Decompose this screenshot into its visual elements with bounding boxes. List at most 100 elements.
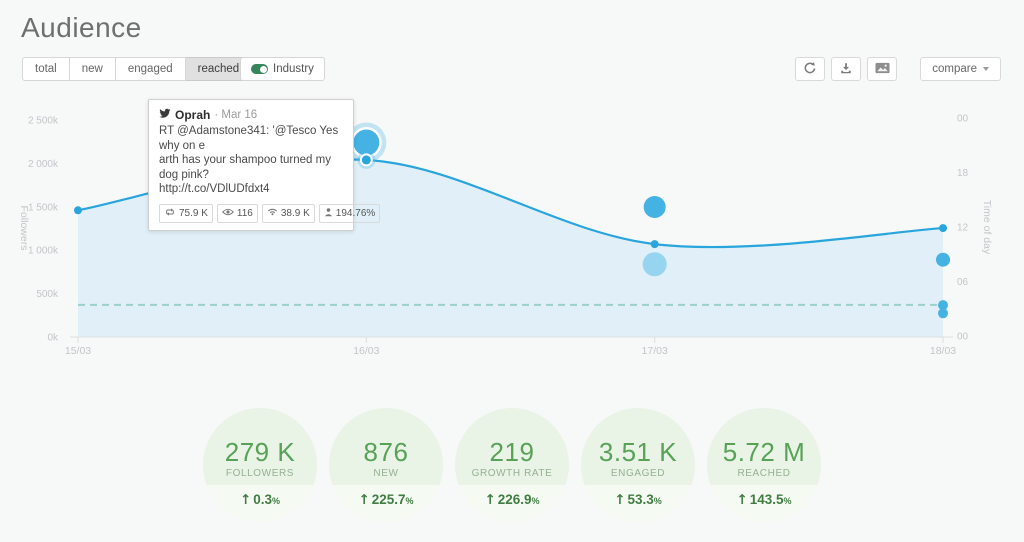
line-point[interactable] [939,224,947,233]
percent-sign: % [531,496,540,506]
industry-label: Industry [273,63,314,75]
tweet-text-line: arth has your shampoo turned my dog pink… [159,154,331,181]
time-axis-label: 00 [957,114,969,125]
tab-total[interactable]: total [22,57,70,81]
stat-change: 226.9 [497,492,532,507]
download-icon [839,61,853,78]
stat-label: GROWTH RATE [471,468,553,479]
stat-circle-growth-rate: 219 GROWTH RATE ↑ 226.9% [455,408,569,522]
tweet-bubble[interactable] [936,252,950,267]
refresh-button[interactable] [795,57,826,81]
percent-sign: % [405,496,414,506]
engagement-value: 194.76% [335,207,376,219]
stat-value: 3.51 K [598,437,678,467]
tweet-tooltip-header: Oprah · Mar 16 [159,108,343,122]
compare-button[interactable]: compare [920,57,1001,81]
stat-value: 876 [363,437,409,467]
up-arrow-icon: ↑ [614,492,626,508]
tweet-bubble-selected[interactable] [353,129,380,156]
line-point-selected[interactable] [361,155,371,165]
line-point[interactable] [74,206,82,215]
time-axis-label: 00 [957,332,969,343]
time-axis-label: 18 [957,168,969,179]
followers-axis-title: Followers [18,206,30,251]
audience-tabs: total new engaged reached [22,57,253,81]
stat-circle-reached: 5.72 M REACHED ↑ 143.5% [707,408,821,522]
chart-actions: compare [795,57,1001,81]
line-point[interactable] [650,240,659,249]
twitter-icon [159,108,171,122]
image-icon [875,62,890,77]
stat-label: REACHED [737,468,791,479]
export-image-button[interactable] [867,57,898,81]
time-axis-label: 12 [957,223,969,234]
tweet-author: Oprah [175,108,211,122]
up-arrow-icon: ↑ [358,492,370,508]
caret-down-icon [983,67,989,71]
x-axis-label: 15/03 [65,345,91,357]
followers-axis-label: 1 000k [28,246,59,257]
up-arrow-icon: ↑ [736,492,748,508]
followers-axis-label: 500k [36,289,59,300]
tweet-bubble[interactable] [642,252,667,277]
toggle-on-icon [251,64,268,74]
audience-icon [324,207,333,220]
x-axis-label: 17/03 [642,345,668,357]
stat-change: 225.7 [371,492,406,507]
stat-label: FOLLOWERS [225,468,295,479]
up-arrow-icon: ↑ [239,492,252,508]
followers-axis-label: 2 000k [28,159,59,170]
followers-axis-label: 2 500k [28,116,59,127]
reach-value: 38.9 K [280,207,310,219]
tweet-bubble[interactable] [643,196,666,219]
download-button[interactable] [831,57,862,81]
tweet-text: RT @Adamstone341: '@Tesco Yes why on e a… [159,124,343,197]
stat-circle-new: 876 NEW ↑ 225.7% [329,408,443,522]
tweet-stats: 75.9 K 116 38.9 K 194.76% [159,203,381,223]
tweet-text-line: RT @Adamstone341: '@Tesco Yes why on e [159,125,339,152]
reach-chip: 38.9 K [261,203,315,223]
retweet-icon [164,207,176,219]
followers-axis-label: 0k [47,333,59,344]
summary-stats: 279 K FOLLOWERS ↑ 0.3% 876 NEW ↑ 225.7% 219 G… [0,408,1024,522]
retweets-value: 75.9 K [179,207,208,219]
stat-circle-engaged: 3.51 K ENGAGED ↑ 53.3% [581,408,695,522]
eye-icon [221,208,234,219]
tweet-bubble[interactable] [938,300,948,311]
tweet-date: · Mar 16 [214,109,258,121]
stat-change: 143.5 [749,492,784,507]
tab-new[interactable]: new [69,57,116,81]
followers-axis-label: 1 500k [28,202,59,213]
tweet-bubble[interactable] [938,308,948,319]
up-arrow-icon: ↑ [484,492,496,508]
percent-sign: % [783,496,792,506]
stat-circle-followers: 279 K FOLLOWERS ↑ 0.3% [203,408,317,522]
percent-sign: % [653,496,662,506]
tab-engaged[interactable]: engaged [115,57,186,81]
signal-icon [267,207,278,219]
engagement-chip: 194.76% [318,203,381,223]
time-axis-title: Time of day [981,200,993,255]
x-axis-label: 18/03 [930,345,956,357]
retweets-chip: 75.9 K [159,203,213,223]
tweet-tooltip: Oprah · Mar 16 RT @Adamstone341: '@Tesco… [148,99,381,231]
stat-label: NEW [373,468,399,479]
compare-label: compare [932,63,977,75]
x-axis-label: 16/03 [353,345,379,357]
time-axis-label: 06 [957,277,969,288]
stat-change: 53.3 [627,492,654,507]
stat-value: 279 K [224,437,296,467]
views-chip: 116 [216,203,258,223]
tweet-link[interactable]: http://t.co/VDlUDfdxt4 [159,183,270,195]
stat-label: ENGAGED [610,468,666,479]
toolbar: total new engaged reached Industry [0,57,1024,81]
views-value: 116 [236,207,253,219]
percent-sign: % [272,496,281,506]
refresh-icon [803,61,817,78]
stat-value: 219 [489,437,535,467]
stat-change: 0.3 [253,492,273,507]
page-title: Audience [21,12,142,43]
industry-toggle-button[interactable]: Industry [240,57,325,81]
stat-value: 5.72 M [722,437,806,467]
